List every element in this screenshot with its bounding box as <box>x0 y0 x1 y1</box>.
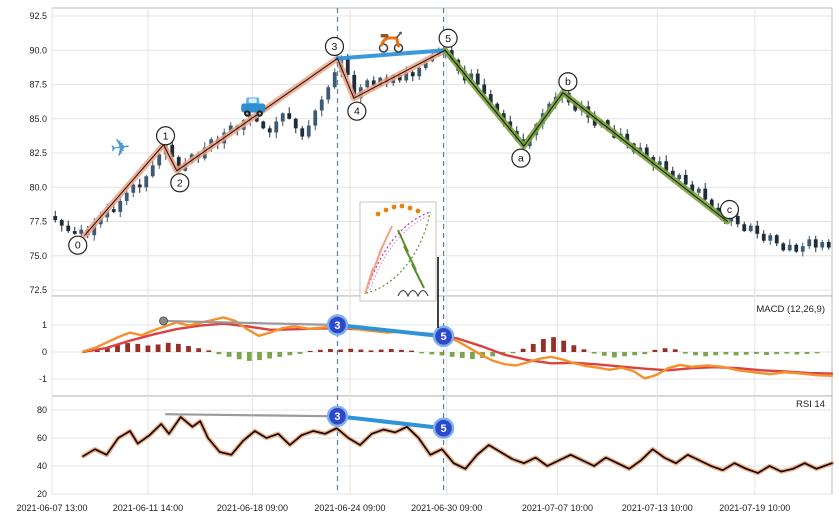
rsi-panel-label: RSI 14 <box>795 399 825 410</box>
wave-marker-c <box>719 199 740 220</box>
macd-pivot-circle-5 <box>432 325 455 348</box>
x-tick-label: 2021-07-07 10:00 <box>522 503 593 513</box>
y-tick-label: 1 <box>42 320 47 330</box>
y-tick-label: 40 <box>37 461 47 471</box>
wave-marker-label-1: 1 <box>163 130 169 142</box>
x-tick-labels: 2021-06-07 13:00 2021-06-11 14:00 2021-06-… <box>16 503 790 513</box>
y-tick-labels: 92.5 90.0 87.5 85.0 82.5 80.0 77.5 75.0 72.5 1 0 -1… <box>29 11 47 499</box>
price-panel <box>51 7 833 297</box>
x-tick-label: 2021-06-11 14:00 <box>113 503 183 513</box>
y-tick-label: 90.0 <box>29 45 47 55</box>
wave-marker-1 <box>155 126 176 146</box>
y-tick-label: 80 <box>37 405 47 415</box>
corrective-wave-thin-line <box>444 49 729 223</box>
car-icon <box>241 97 266 117</box>
wave-markers: 0 1 2 3 4 5 a b c <box>68 28 740 255</box>
wave-marker-label-5: 5 <box>445 33 451 45</box>
airplane-icon: ✈ <box>109 134 133 164</box>
wave-marker-label-4: 4 <box>354 106 360 118</box>
wave-marker-0 <box>68 235 88 255</box>
wave-marker-5 <box>438 28 458 48</box>
y-tick-label: 72.5 <box>29 285 47 295</box>
y-tick-label: 60 <box>37 433 47 443</box>
inset-thumbnail <box>359 201 439 328</box>
rsi-line <box>82 416 833 474</box>
wave-marker-label-a: a <box>518 153 524 165</box>
rsi-pivot-label-3: 3 <box>334 411 340 423</box>
scooter-icon <box>378 31 404 53</box>
x-tick-label: 2021-06-18 09:00 <box>217 503 288 513</box>
macd-pivot-circle-3 <box>326 314 349 336</box>
wave-marker-label-c: c <box>727 204 732 216</box>
x-tick-label: 2021-06-24 09:00 <box>314 503 385 513</box>
svg-text:✈: ✈ <box>109 134 133 164</box>
y-tick-label: 80.0 <box>29 182 47 192</box>
wave-marker-label-0: 0 <box>75 240 81 252</box>
x-tick-label: 2021-06-30 09:00 <box>411 503 482 513</box>
y-tick-label: 77.5 <box>29 217 47 227</box>
rsi-blue-connector <box>335 414 446 431</box>
y-tick-label: 0 <box>42 347 47 357</box>
y-tick-label: 20 <box>37 489 47 499</box>
rsi-panel <box>51 395 833 495</box>
rsi-pivot-circle-5 <box>432 417 455 439</box>
wave-marker-a <box>511 148 531 168</box>
wave-marker-label-3: 3 <box>332 41 338 53</box>
y-tick-label: 85.0 <box>29 114 47 124</box>
wave-marker-b <box>558 72 578 92</box>
y-tick-label: 92.5 <box>29 11 47 21</box>
wave-marker-label-2: 2 <box>177 177 183 189</box>
y-tick-label: -1 <box>39 374 47 384</box>
wave-marker-label-b: b <box>565 76 571 88</box>
wave-marker-3 <box>324 36 345 57</box>
rsi-pivot-label-5: 5 <box>440 423 446 435</box>
macd-pivot-label-5: 5 <box>440 331 446 343</box>
macd-line <box>81 316 834 380</box>
y-tick-label: 87.5 <box>29 80 47 90</box>
wave-marker-2 <box>170 173 190 193</box>
rsi-gray-connector <box>165 413 338 418</box>
y-tick-label: 75.0 <box>29 251 47 261</box>
x-tick-label: 2021-06-07 13:00 <box>16 503 87 513</box>
rsi-pivot-circle-3 <box>326 405 349 427</box>
roller-coaster-icon <box>397 290 429 298</box>
wave-marker-4 <box>347 101 367 121</box>
macd-panel-label: MACD (12,26,9) <box>756 304 825 315</box>
x-tick-label: 2021-07-19 10:00 <box>719 503 790 513</box>
macd-signal-line <box>81 322 834 375</box>
macd-gray-connector <box>163 319 338 327</box>
macd-start-dot <box>159 316 169 326</box>
macd-blue-connector <box>335 323 446 339</box>
y-tick-label: 82.5 <box>29 148 47 158</box>
macd-pivot-label-3: 3 <box>334 320 340 332</box>
x-tick-label: 2021-07-13 10:00 <box>622 503 693 513</box>
price-trade-line <box>335 48 448 61</box>
